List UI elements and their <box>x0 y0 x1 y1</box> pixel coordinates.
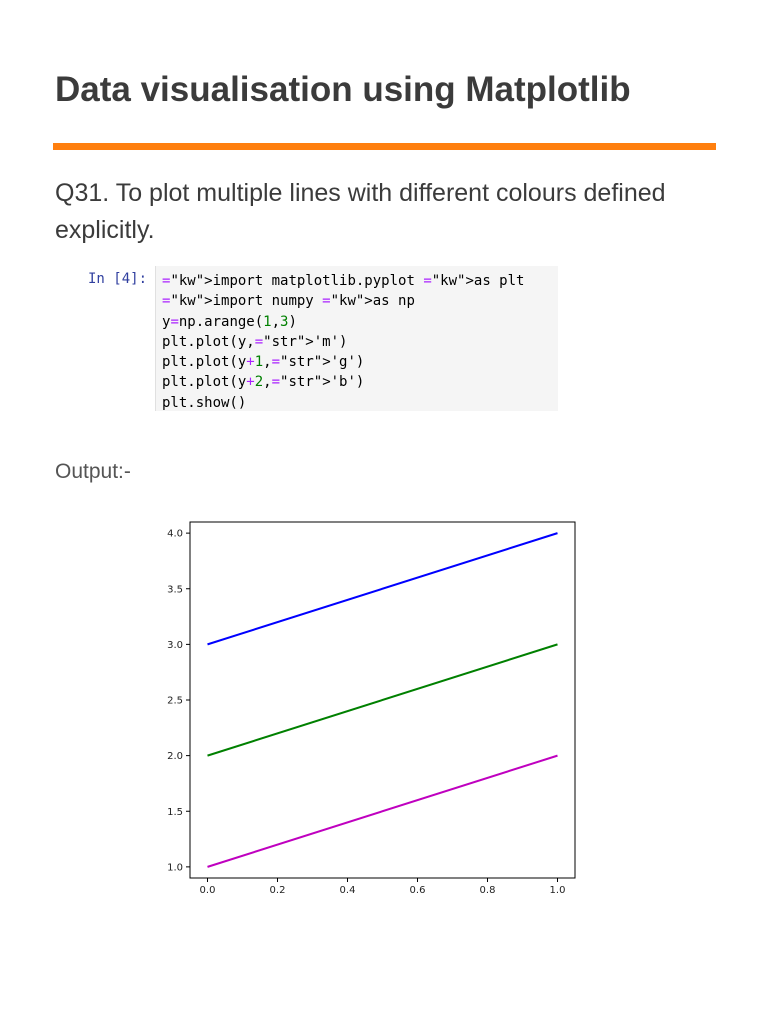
x-tick-label: 0.8 <box>480 885 496 896</box>
line-chart: 0.0 0.2 0.4 0.6 0.8 1.0 1.0 1.5 2.0 2.5 3.0 3.5 4.0 <box>140 515 580 905</box>
y-tick-label: 4.0 <box>167 529 183 540</box>
title-divider <box>53 143 716 150</box>
output-label: Output:- <box>55 460 131 483</box>
code-box: ="kw">import matplotlib.pyplot ="kw">as … <box>155 266 558 411</box>
code-line: plt.show() <box>162 394 247 411</box>
code-line: plt.plot(y+2,="str">'b') <box>162 374 365 391</box>
y-tick-label: 2.5 <box>167 696 183 707</box>
code-line: ="kw">import numpy ="kw">as np <box>162 293 415 310</box>
code-block: ="kw">import matplotlib.pyplot ="kw">as … <box>162 271 524 413</box>
cell-prompt: In [4]: <box>88 271 148 287</box>
code-cell: In [4]: ="kw">import matplotlib.pyplot =… <box>75 266 558 411</box>
series-line-2 <box>207 532 558 646</box>
y-tick-label: 3.0 <box>167 640 183 651</box>
x-tick-label: 0.0 <box>200 885 216 896</box>
question-text: Q31. To plot multiple lines with differe… <box>55 179 666 244</box>
series-line-0 <box>207 754 558 868</box>
chart-svg: 0.0 0.2 0.4 0.6 0.8 1.0 1.0 1.5 2.0 2.5 3.0 3.5 4.0 <box>167 521 576 896</box>
series-line-1 <box>207 643 558 757</box>
x-tick-label: 0.4 <box>340 885 356 896</box>
y-tick-label: 2.0 <box>167 751 183 762</box>
y-tick-label: 3.5 <box>167 584 183 595</box>
code-line: plt.plot(y,="str">'m') <box>162 333 348 350</box>
y-tick-label: 1.5 <box>167 807 183 818</box>
code-line: y=np.arange(1,3) <box>162 313 297 330</box>
y-tick-label: 1.0 <box>167 862 183 873</box>
code-line: ="kw">import matplotlib.pyplot ="kw">as … <box>162 273 525 289</box>
code-line: plt.plot(y+1,="str">'g') <box>162 354 365 371</box>
x-tick-label: 0.6 <box>410 885 426 896</box>
page-title: Data visualisation using Matplotlib <box>55 70 631 109</box>
x-tick-label: 1.0 <box>550 885 566 896</box>
x-tick-label: 0.2 <box>270 885 286 896</box>
